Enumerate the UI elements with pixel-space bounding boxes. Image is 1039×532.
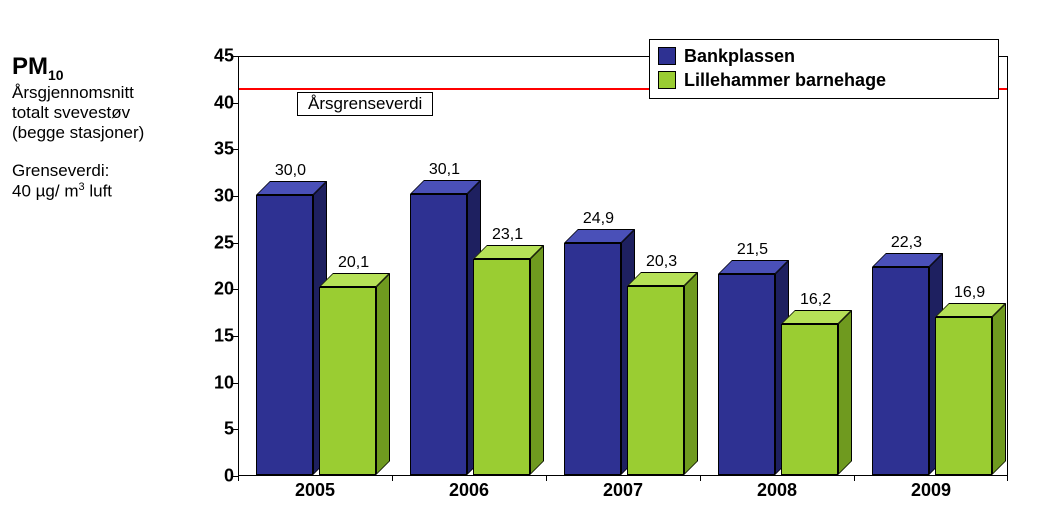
bar-value-label: 21,5 [737,241,768,259]
bar-lillehammer [473,259,530,475]
x-category-label: 2008 [757,480,797,501]
y-tick-label: 25 [200,232,234,253]
bar-bankplassen [718,274,775,475]
pm10-title: PM10 [12,55,192,79]
bar-value-label: 23,1 [492,226,523,244]
bar-lillehammer [781,324,838,475]
y-tick [233,243,238,244]
y-tick [233,336,238,337]
y-tick [233,103,238,104]
y-tick-label: 0 [200,466,234,487]
legend: Bankplassen Lillehammer barnehage [649,39,999,99]
x-tick [546,476,547,481]
bar-value-label: 24,9 [583,210,614,228]
subtitle-total-dust: totalt svevestøv [12,103,192,123]
legend-swatch-bankplassen [658,47,676,65]
bar-lillehammer [627,286,684,475]
limit-line-label: Årsgrenseverdi [297,92,433,116]
y-tick-label: 30 [200,186,234,207]
bar-value-label: 30,1 [429,161,460,179]
y-tick-label: 40 [200,92,234,113]
y-tick-label: 5 [200,419,234,440]
y-tick [233,149,238,150]
plot-floor [239,475,1007,476]
pm10-bar-chart: Årsgrenseverdi Bankplassen Lillehammer b… [200,20,1020,510]
x-category-label: 2009 [911,480,951,501]
bar-lillehammer [935,317,992,475]
bar-bankplassen [410,194,467,475]
legend-item-lillehammer: Lillehammer barnehage [658,68,990,92]
subtitle-both-stations: (begge stasjoner) [12,123,192,143]
x-tick [392,476,393,481]
y-tick [233,56,238,57]
limit-caption-2: 40 µg/ m3 luft [12,181,192,202]
pm-base: PM [12,53,48,80]
bar-value-label: 16,2 [800,291,831,309]
y-tick [233,196,238,197]
y-tick-label: 20 [200,279,234,300]
bar-value-label: 30,0 [275,162,306,180]
bar-value-label: 22,3 [891,234,922,252]
y-tick-label: 35 [200,139,234,160]
bar-value-label: 16,9 [954,284,985,302]
y-tick [233,429,238,430]
y-tick-label: 45 [200,46,234,67]
x-tick [854,476,855,481]
side-description: PM10 Årsgjennomsnitt totalt svevestøv (b… [12,55,192,202]
bar-value-label: 20,1 [338,254,369,272]
legend-item-bankplassen: Bankplassen [658,44,990,68]
x-category-label: 2005 [295,480,335,501]
legend-label-lillehammer: Lillehammer barnehage [684,70,886,91]
y-tick [233,383,238,384]
x-category-label: 2006 [449,480,489,501]
x-tick [238,476,239,481]
legend-swatch-lillehammer [658,71,676,89]
pm-sub: 10 [48,67,64,83]
limit-caption-1: Grenseverdi: [12,161,192,181]
bar-lillehammer [319,287,376,475]
y-tick [233,289,238,290]
legend-label-bankplassen: Bankplassen [684,46,795,67]
bar-bankplassen [256,195,313,475]
subtitle-annual-avg: Årsgjennomsnitt [12,83,192,103]
bar-bankplassen [564,243,621,475]
bar-bankplassen [872,267,929,475]
x-tick [700,476,701,481]
y-tick-label: 15 [200,326,234,347]
x-category-label: 2007 [603,480,643,501]
bar-value-label: 20,3 [646,253,677,271]
y-tick-label: 10 [200,372,234,393]
